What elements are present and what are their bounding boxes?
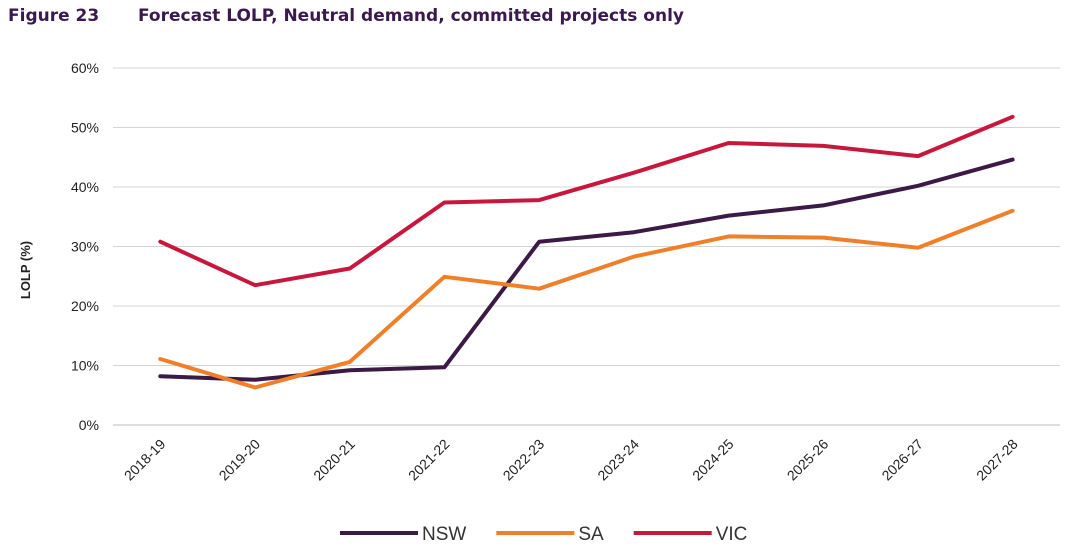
figure-title: Forecast LOLP, Neutral demand, committed…	[138, 6, 684, 26]
x-axis-ticks: 2018-19 2019-20 2020-21 2021-22 2022-23 2023-…	[121, 436, 1021, 484]
x-tick-label: 2027-28	[973, 436, 1021, 484]
y-tick-label: 40%	[71, 179, 99, 195]
y-tick-label: 20%	[71, 298, 99, 314]
y-tick-label: 50%	[71, 120, 99, 136]
x-tick-label: 2026-27	[878, 436, 926, 484]
y-tick-label: 60%	[71, 60, 99, 76]
legend: NSW SA VIC	[340, 524, 747, 545]
x-tick-label: 2022-23	[500, 436, 548, 484]
figure-number: Figure 23	[8, 6, 100, 26]
x-tick-label: 2025-26	[784, 436, 832, 484]
x-tick-label: 2023-24	[594, 436, 642, 484]
legend-label-sa: SA	[578, 524, 604, 545]
y-axis-ticks: 0% 10% 20% 30% 40% 50% 60%	[71, 60, 99, 433]
series-line-nsw	[158, 157, 1015, 382]
legend-label-vic: VIC	[716, 524, 748, 545]
y-tick-label: 10%	[71, 358, 99, 374]
legend-label-nsw: NSW	[422, 524, 466, 545]
x-tick-label: 2019-20	[216, 436, 264, 484]
x-tick-label: 2024-25	[689, 436, 737, 484]
x-tick-label: 2018-19	[121, 436, 169, 484]
series-lines	[158, 114, 1015, 390]
y-axis-label: LOLP (%)	[18, 241, 33, 299]
y-tick-label: 0%	[79, 417, 99, 433]
x-tick-label: 2021-22	[405, 436, 453, 484]
y-tick-label: 30%	[71, 239, 99, 255]
series-line-sa	[158, 208, 1015, 390]
gridlines	[113, 67, 1060, 426]
x-tick-label: 2020-21	[310, 436, 358, 484]
series-line-vic	[158, 114, 1015, 288]
